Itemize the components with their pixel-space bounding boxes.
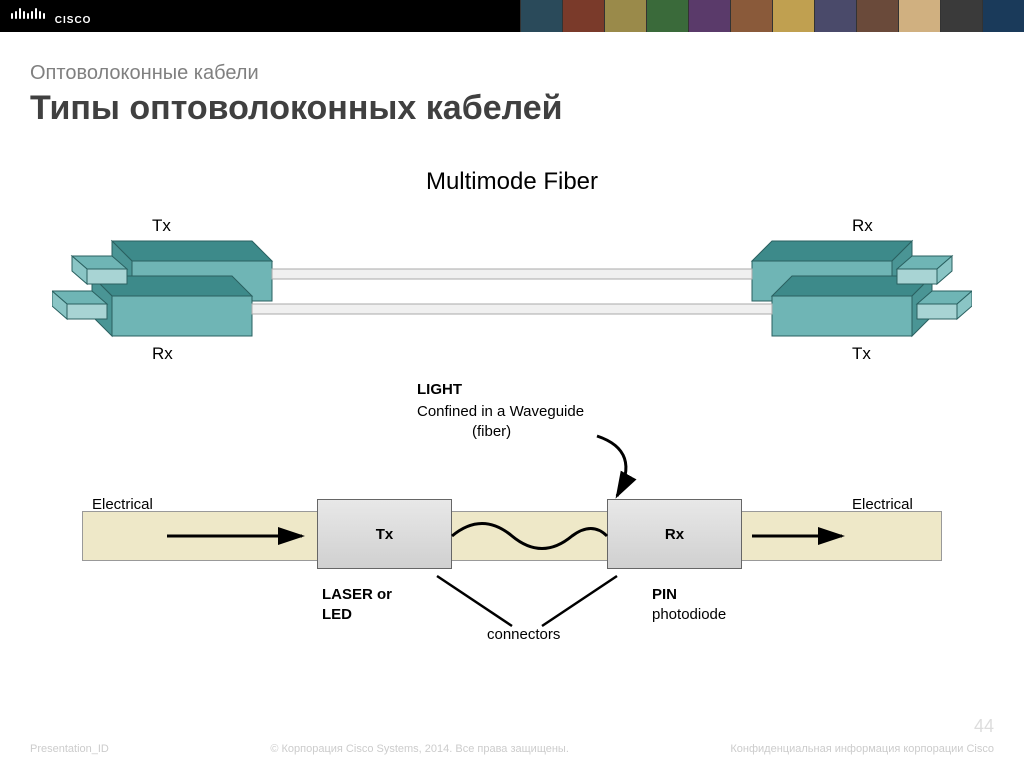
header-bar: CISCO: [0, 0, 1024, 32]
laser-label-1: LASER or: [322, 586, 392, 603]
tx-box: Tx: [317, 499, 452, 569]
light-title: LIGHT: [417, 381, 462, 398]
cisco-logo: CISCO: [10, 7, 91, 26]
signal-diagram: LIGHT Confined in a Waveguide (fiber) El…: [52, 381, 972, 641]
footer-left: Presentation_ID: [30, 743, 109, 755]
connectors-label: connectors: [487, 626, 560, 643]
footer-right: Конфиденциальная информация корпорации C…: [730, 743, 994, 755]
footer-mid: © Корпорация Cisco Systems, 2014. Все пр…: [109, 743, 731, 755]
logo-text: CISCO: [55, 15, 92, 26]
rx-box: Rx: [607, 499, 742, 569]
svg-text:Tx: Tx: [152, 216, 171, 235]
svg-text:Rx: Rx: [852, 216, 873, 235]
light-sub1: Confined in a Waveguide: [417, 403, 584, 420]
fiber-title: Multimode Fiber: [30, 168, 994, 196]
footer: Presentation_ID © Корпорация Cisco Syste…: [0, 743, 1024, 755]
pin-label-2: photodiode: [652, 606, 726, 623]
slide-title: Типы оптоволоконных кабелей: [30, 89, 994, 128]
header-thumbnails: [520, 0, 1024, 32]
signal-bar: [82, 511, 942, 561]
connector-diagram: Tx Rx Rx Tx: [52, 211, 972, 371]
light-sub2: (fiber): [472, 423, 511, 440]
svg-text:Rx: Rx: [152, 344, 173, 363]
laser-label-2: LED: [322, 606, 352, 623]
pin-label-1: PIN: [652, 586, 677, 603]
svg-text:Tx: Tx: [852, 344, 871, 363]
page-number: 44: [974, 716, 994, 737]
slide-subtitle: Оптоволоконные кабели: [30, 62, 994, 85]
